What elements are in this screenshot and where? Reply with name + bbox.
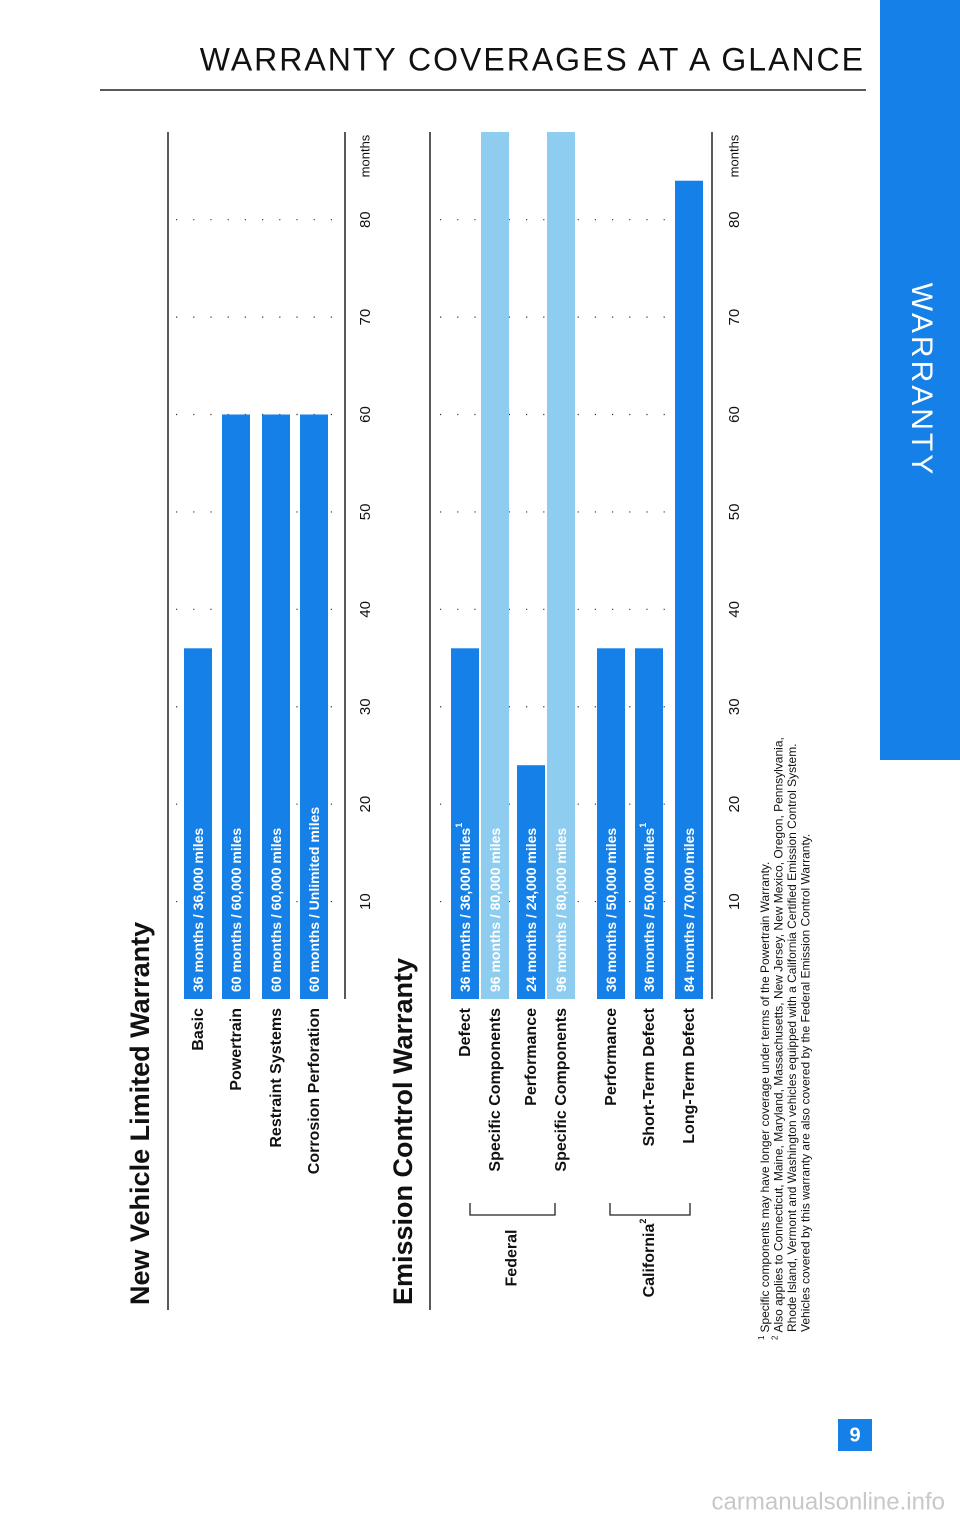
bar-label-text: 36 months / 50,000 miles [641,828,657,992]
group-label: California2 [638,1219,658,1298]
x-tick-label: 40 [726,601,743,618]
footnote-text: Specific components may have longer cove… [758,862,772,1333]
watermark: carmanualsonline.info [712,1488,945,1515]
category-label: Long-Term Defect [681,1007,698,1143]
group-label-text: California [641,1224,658,1298]
category-label: Performance [603,1008,620,1106]
x-tick-label: 50 [357,504,374,521]
footnote-ref: 1 [454,823,464,828]
bar [300,414,328,999]
group-label-text: Federal [504,1230,521,1287]
bar-label: 60 months / 60,000 miles [228,828,244,992]
footnote-text: Rhode Island, Vermont and Washington veh… [785,743,799,1332]
bar-label: 60 months / Unlimited miles [306,807,322,992]
x-tick-label: 10 [357,893,374,910]
x-tick-label: 50 [726,504,743,521]
x-tick-label: 80 [357,211,374,228]
x-tick-label: 80 [726,211,743,228]
bar [184,648,212,999]
section-tab [880,0,960,760]
page-number-box [838,1419,872,1451]
bar-label-text: 36 months / 36,000 miles [457,828,473,992]
group-bracket [469,1203,556,1216]
footnote-mark: 2 [771,1335,780,1340]
bar [547,132,575,999]
section-tab-label: WARRANTY [905,283,938,478]
bar-label-text: 60 months / 60,000 miles [268,828,284,992]
x-tick-label: 20 [357,796,374,813]
bar-label: 96 months / 80,000 miles [553,828,569,992]
category-label: Restraint Systems [268,1008,285,1148]
chart-title: Emission Control Warranty [388,958,418,1305]
category-label: Powertrain [228,1008,245,1091]
footnote-text: Vehicles covered by this warranty are al… [799,834,813,1332]
x-tick-label: 10 [726,893,743,910]
bar-label: 36 months / 50,000 miles [603,828,619,992]
bar [481,132,509,999]
bar-label: 24 months / 24,000 miles [523,828,539,992]
footnote: 2 Also applies to Connecticut, Maine, Mar… [771,737,786,1340]
category-label: Short-Term Defect [641,1007,658,1146]
page-title: WARRANTY COVERAGES AT A GLANCE [200,41,865,77]
x-tick-label: 70 [726,309,743,326]
bar [635,648,663,999]
category-label: Basic [190,1008,207,1051]
bar-label: 60 months / 60,000 miles [268,828,284,992]
bar-label: 36 months / 50,000 miles1 [638,823,656,992]
group-label: Federal [504,1230,521,1287]
x-tick-label: 30 [726,698,743,715]
bar-label: 36 months / 36,000 miles1 [454,823,472,992]
bar-label-text: 60 months / 60,000 miles [228,828,244,992]
bar [262,414,290,999]
x-tick-label: 40 [357,601,374,618]
bar-label-text: 36 months / 36,000 miles [190,828,206,992]
x-tick-label: 70 [357,309,374,326]
bar [675,180,703,999]
category-label: Performance [523,1008,540,1106]
footnote: Vehicles covered by this warranty are al… [799,834,813,1332]
x-tick-label: 20 [726,796,743,813]
category-label: Specific Components [553,1008,570,1172]
bar [517,765,545,999]
category-label: Corrosion Perforation [306,1008,323,1174]
bar-label: 84 months / 70,000 miles [681,828,697,992]
category-label: Specific Components [487,1008,504,1172]
x-unit-label: months [357,134,372,177]
x-tick-label: 60 [357,406,374,423]
bar-label: 96 months / 80,000 miles [487,828,503,992]
footnote-mark: 1 [757,1335,766,1340]
bar [451,648,479,999]
bar-label-text: 24 months / 24,000 miles [523,828,539,992]
page-number: 9 [849,1424,860,1446]
chart-title: New Vehicle Limited Warranty [125,922,155,1305]
x-tick-label: 30 [357,698,374,715]
bar [222,414,250,999]
footnote-ref: 2 [638,1219,648,1224]
x-unit-label: months [726,134,741,177]
bar-label-text: 96 months / 80,000 miles [487,828,503,992]
footnote-text: Also applies to Connecticut, Maine, Mary… [772,737,786,1332]
x-tick-label: 60 [726,406,743,423]
bar-label-text: 36 months / 50,000 miles [603,828,619,992]
bar-label-text: 84 months / 70,000 miles [681,828,697,992]
footnote-ref: 1 [638,823,648,828]
bar [597,648,625,999]
bar-label-text: 96 months / 80,000 miles [553,828,569,992]
group-bracket [609,1203,691,1216]
bar-label-text: 60 months / Unlimited miles [306,807,322,992]
rotated-content: New Vehicle Limited Warranty 10 20 30 40 50 60… [125,132,813,1340]
footnote: Rhode Island, Vermont and Washington veh… [785,743,799,1332]
category-label: Defect [457,1007,474,1057]
bar-label: 36 months / 36,000 miles [190,828,206,992]
footnote: 1 Specific components may have longer cov… [757,862,772,1340]
